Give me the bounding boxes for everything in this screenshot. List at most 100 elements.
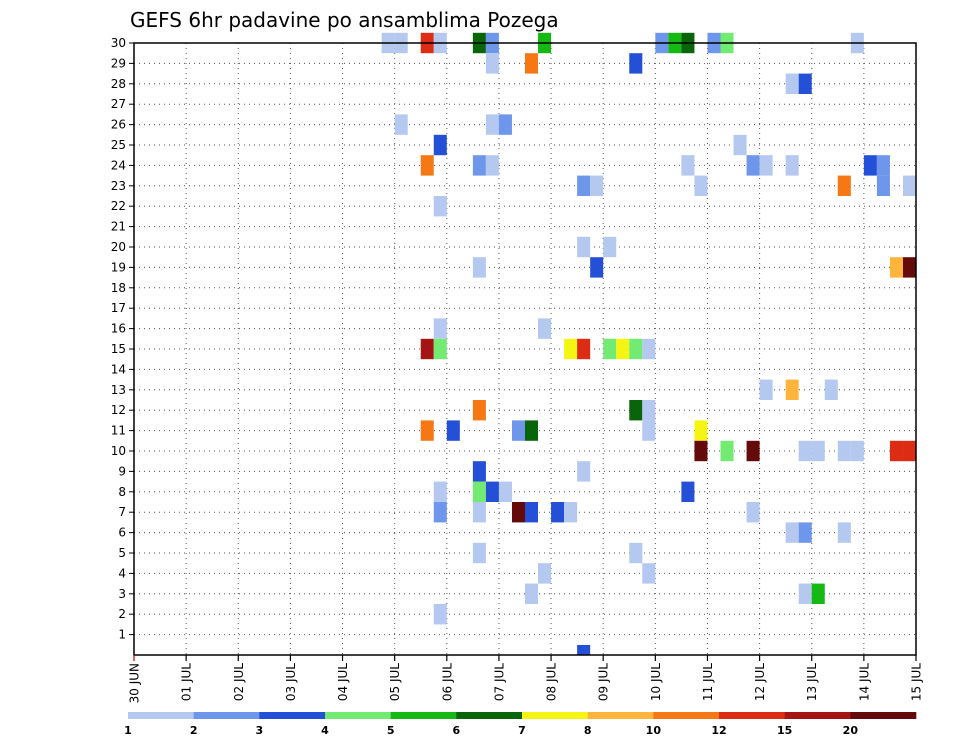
legend-swatch — [522, 712, 588, 719]
legend-swatch — [325, 712, 391, 719]
precip-cell — [642, 420, 656, 441]
precip-cell — [798, 583, 812, 604]
precip-cell — [564, 502, 578, 523]
y-tick-label: 7 — [118, 505, 126, 519]
precip-cell — [472, 400, 486, 421]
legend-label: 4 — [321, 724, 329, 737]
x-axis-ticks: 30 JUN 01 JUL 02 JUL 03 JUL 04 JUL 05 JUL 06 J… — [128, 655, 924, 703]
legend-label: 7 — [518, 724, 526, 737]
precip-cell — [433, 134, 447, 156]
legend-swatch — [719, 712, 785, 719]
precip-cell — [433, 481, 447, 502]
precip-cell — [850, 440, 864, 462]
precip-cell — [577, 236, 591, 258]
precip-cell — [485, 155, 499, 176]
precip-cell — [420, 338, 434, 360]
y-tick-label: 10 — [111, 444, 126, 458]
y-tick-label: 18 — [111, 281, 126, 295]
y-tick-label: 13 — [111, 383, 126, 397]
precip-cell — [759, 379, 773, 400]
y-tick-label: 1 — [118, 628, 126, 642]
x-tick-label: 11 JUL — [701, 663, 715, 701]
precip-cell — [629, 400, 643, 421]
data-cells — [381, 32, 916, 655]
precip-cell — [616, 338, 630, 360]
precip-cell — [525, 53, 539, 74]
legend-label: 2 — [190, 724, 198, 737]
y-tick-label: 19 — [111, 260, 126, 274]
y-tick-label: 11 — [111, 424, 126, 438]
precip-cell — [420, 155, 434, 176]
precip-cell — [902, 175, 916, 196]
precip-cell — [511, 502, 525, 523]
precip-cell — [785, 379, 799, 400]
precip-cell — [538, 563, 552, 584]
legend-swatch — [850, 712, 917, 719]
legend-swatch — [653, 712, 720, 719]
legend-label: 10 — [646, 724, 662, 737]
chart-title: GEFS 6hr padavine po ansamblima Pozega — [130, 8, 559, 32]
x-tick-label: 02 JUL — [232, 663, 246, 701]
precip-cell — [876, 175, 890, 196]
y-tick-label: 21 — [111, 220, 126, 234]
legend-label: 5 — [387, 724, 395, 737]
precip-cell — [720, 440, 734, 462]
precip-cell — [681, 481, 695, 502]
precip-cell — [511, 420, 525, 441]
x-tick-label: 01 JUL — [180, 663, 194, 701]
legend-label: 20 — [843, 724, 859, 737]
precip-cell — [863, 155, 877, 176]
precip-cell — [759, 155, 773, 176]
precip-cell — [433, 196, 447, 217]
precip-cell — [889, 440, 903, 462]
x-tick-label: 13 JUL — [805, 663, 819, 701]
x-tick-label: 07 JUL — [492, 663, 506, 701]
precip-cell — [394, 114, 408, 135]
y-tick-label: 22 — [111, 199, 126, 213]
precip-cell — [472, 155, 486, 176]
precip-cell — [681, 155, 695, 176]
precip-cell — [472, 257, 486, 278]
precip-cell — [538, 318, 552, 339]
y-tick-label: 29 — [111, 56, 126, 70]
precip-cell — [798, 73, 812, 94]
precip-cell — [433, 604, 447, 625]
precip-cell — [433, 318, 447, 339]
x-tick-label: 30 JUN — [128, 663, 142, 703]
y-tick-label: 3 — [118, 587, 126, 601]
precip-cell — [889, 257, 903, 278]
legend-swatch — [193, 712, 260, 719]
precip-cell — [642, 338, 656, 360]
precip-cell — [694, 440, 708, 462]
y-tick-label: 14 — [111, 362, 126, 376]
y-tick-label: 4 — [118, 566, 126, 580]
precip-cell — [798, 440, 812, 462]
precip-cell — [811, 583, 825, 604]
precip-cell — [733, 134, 747, 156]
precip-cell — [420, 420, 434, 441]
precip-cell — [902, 257, 916, 278]
precip-cell — [837, 440, 851, 462]
y-axis-ticks: 1234567891011121314151617181920212223242… — [111, 36, 134, 642]
legend-swatch — [390, 712, 457, 719]
y-tick-label: 20 — [111, 240, 126, 254]
precip-cell — [785, 73, 799, 94]
precip-cell — [485, 114, 499, 135]
y-tick-label: 30 — [111, 36, 126, 50]
x-tick-label: 04 JUL — [336, 663, 350, 701]
precip-cell — [498, 114, 512, 135]
legend-label: 6 — [453, 724, 461, 737]
precip-cell — [525, 502, 539, 523]
x-tick-label: 03 JUL — [284, 663, 298, 701]
precip-cell — [472, 461, 486, 482]
precip-cell — [551, 502, 565, 523]
legend-label: 1 — [124, 724, 132, 737]
precip-cell — [785, 155, 799, 176]
y-tick-label: 9 — [118, 464, 126, 478]
y-tick-label: 12 — [111, 403, 126, 417]
legend-swatch — [128, 712, 194, 719]
x-tick-label: 14 JUL — [857, 663, 871, 701]
precip-cell — [798, 522, 812, 543]
precip-cell — [564, 338, 578, 360]
